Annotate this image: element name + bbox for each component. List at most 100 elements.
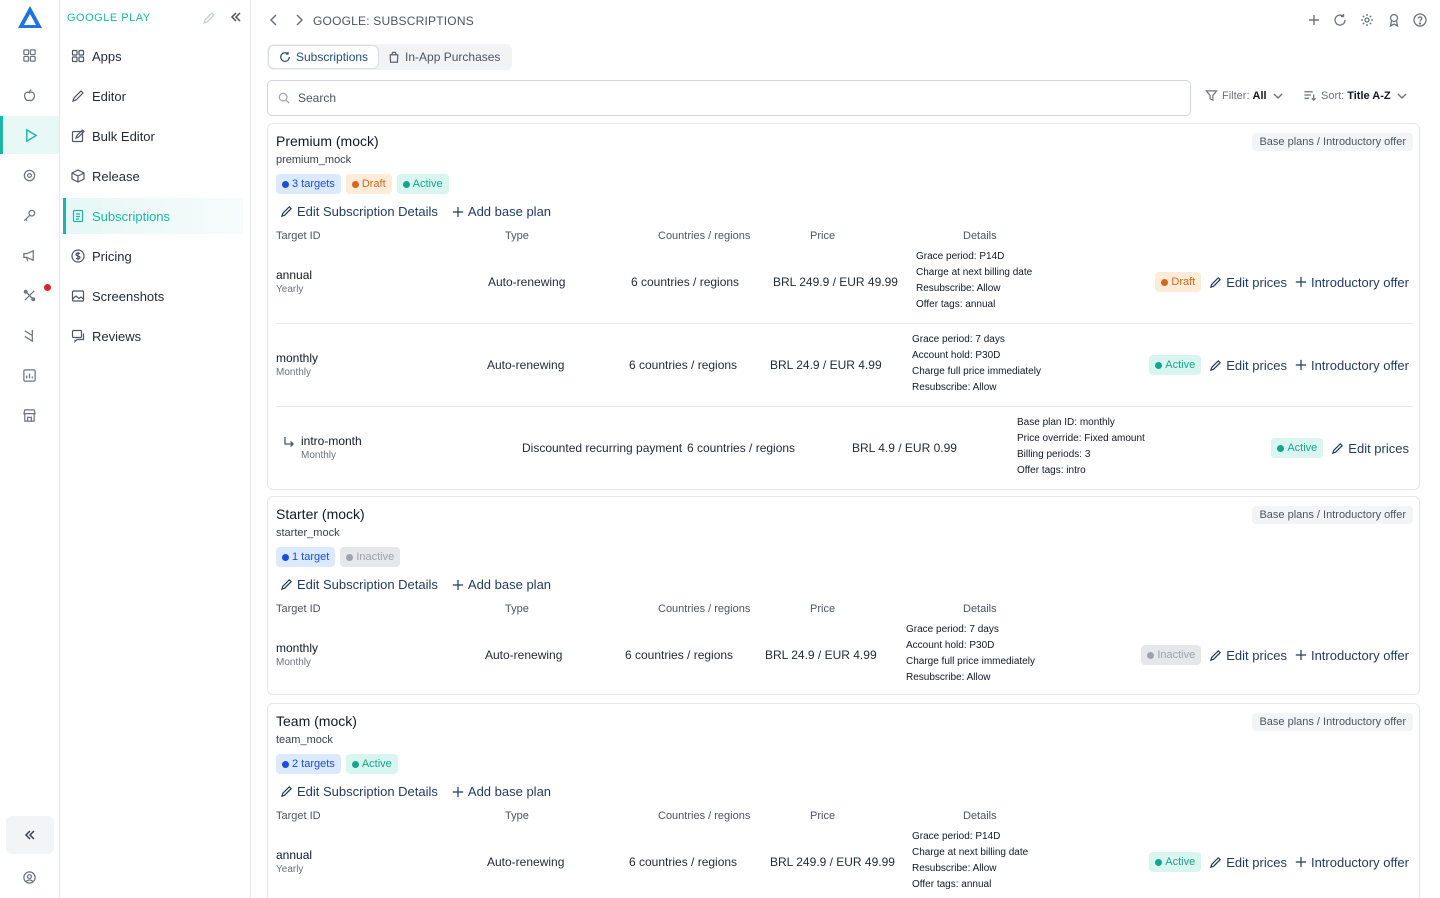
subscription-id: premium_mock bbox=[276, 154, 352, 166]
status-badge: Active bbox=[396, 174, 449, 194]
dollar-icon bbox=[71, 249, 85, 263]
tab-bar: Subscriptions In-App Purchases bbox=[267, 44, 513, 70]
search-input[interactable] bbox=[298, 91, 1148, 105]
sidebar-item-subscriptions[interactable]: Subscriptions bbox=[63, 198, 243, 234]
rail-tools-icon[interactable] bbox=[0, 276, 59, 314]
edit-prices-button[interactable]: Edit prices bbox=[1209, 648, 1287, 663]
subscription-title: Team (mock) bbox=[276, 713, 357, 729]
table-row: annual Yearly Auto-renewing 6 countries … bbox=[276, 824, 1413, 898]
edit-subscription-details-button[interactable]: Edit Subscription Details bbox=[280, 204, 438, 219]
plus-icon[interactable] bbox=[1307, 13, 1321, 27]
tab-subscriptions[interactable]: Subscriptions bbox=[269, 46, 379, 68]
target-id: intro-month bbox=[301, 434, 362, 448]
edit-prices-button[interactable]: Edit prices bbox=[1209, 275, 1287, 290]
tab-label: In-App Purchases bbox=[405, 50, 501, 64]
help-icon[interactable] bbox=[1413, 13, 1427, 27]
table-header: Target ID Type Countries / regions Price… bbox=[268, 603, 1419, 617]
sort-dropdown[interactable]: Sort: Title A-Z bbox=[1303, 89, 1408, 102]
table-header: Target ID Type Countries / regions Price… bbox=[268, 810, 1419, 824]
award-icon[interactable] bbox=[1387, 13, 1401, 27]
base-plans-link[interactable]: Base plans / Introductory offer bbox=[1252, 506, 1413, 524]
sidebar-item-label: Reviews bbox=[92, 328, 142, 344]
introductory-offer-button[interactable]: Introductory offer bbox=[1295, 855, 1409, 870]
refresh-icon bbox=[280, 51, 290, 62]
rail-key-icon[interactable] bbox=[0, 196, 59, 234]
sidebar-item-pricing[interactable]: Pricing bbox=[63, 238, 243, 274]
breadcrumb: GOOGLE: SUBSCRIPTIONS bbox=[313, 14, 474, 28]
sidebar-item-label: Apps bbox=[92, 48, 122, 64]
cube-icon bbox=[71, 169, 85, 183]
account-icon[interactable] bbox=[0, 858, 59, 896]
sidebar-item-bulk-editor[interactable]: Bulk Editor bbox=[63, 118, 243, 154]
gear-icon[interactable] bbox=[1360, 13, 1374, 27]
plan-details: Base plan ID: monthly Price override: Fix… bbox=[1017, 417, 1145, 476]
column-header: Countries / regions bbox=[658, 603, 751, 615]
forward-chevron-icon[interactable] bbox=[294, 13, 304, 27]
plan-details: Grace period: 7 days Account hold: P30D Ch… bbox=[906, 624, 1035, 683]
column-header: Countries / regions bbox=[658, 810, 751, 822]
pencil-icon bbox=[280, 786, 292, 798]
app-logo[interactable] bbox=[17, 5, 43, 29]
chevron-down-icon bbox=[1397, 93, 1407, 99]
add-base-plan-button[interactable]: Add base plan bbox=[452, 784, 551, 799]
tab-in-app-purchases[interactable]: In-App Purchases bbox=[378, 46, 510, 68]
billing-period: Monthly bbox=[276, 367, 312, 378]
introductory-offer-button[interactable]: Introductory offer bbox=[1295, 648, 1409, 663]
collapse-sidebar-icon[interactable] bbox=[229, 10, 243, 24]
sidebar-item-label: Release bbox=[92, 168, 140, 184]
status-badge: Active bbox=[1271, 438, 1324, 458]
sidebar-item-reviews[interactable]: Reviews bbox=[63, 318, 243, 354]
base-plans-link[interactable]: Base plans / Introductory offer bbox=[1252, 133, 1413, 151]
rail-dashboard-icon[interactable] bbox=[0, 36, 59, 74]
rail-code-icon[interactable] bbox=[0, 316, 59, 354]
status-badge: Inactive bbox=[340, 547, 401, 567]
rail-target-icon[interactable] bbox=[0, 156, 59, 194]
edit-subscription-details-button[interactable]: Edit Subscription Details bbox=[280, 577, 438, 592]
sub-arrow-icon bbox=[284, 437, 294, 447]
add-base-plan-button[interactable]: Add base plan bbox=[452, 204, 551, 219]
sidebar-item-screenshots[interactable]: Screenshots bbox=[63, 278, 243, 314]
sidebar-item-editor[interactable]: Editor bbox=[63, 78, 243, 114]
edit-prices-button[interactable]: Edit prices bbox=[1209, 358, 1287, 373]
edit-prices-button[interactable]: Edit prices bbox=[1331, 441, 1409, 456]
sidebar-item-release[interactable]: Release bbox=[63, 158, 243, 194]
chevron-down-icon bbox=[1273, 93, 1283, 99]
introductory-offer-button[interactable]: Introductory offer bbox=[1295, 358, 1409, 373]
introductory-offer-button[interactable]: Introductory offer bbox=[1295, 275, 1409, 290]
sidebar-item-apps[interactable]: Apps bbox=[63, 38, 243, 74]
rail-store-icon[interactable] bbox=[0, 396, 59, 434]
rail-megaphone-icon[interactable] bbox=[0, 236, 59, 274]
targets-badge: 2 targets bbox=[276, 754, 341, 774]
plan-type: Auto-renewing bbox=[487, 855, 565, 869]
filter-value: All bbox=[1252, 89, 1267, 102]
pencil-icon bbox=[280, 579, 292, 591]
rail-google-play-icon[interactable] bbox=[0, 116, 59, 154]
table-header: Target ID Type Countries / regions Price… bbox=[268, 230, 1419, 244]
countries: 6 countries / regions bbox=[629, 358, 738, 372]
icon-rail bbox=[0, 0, 60, 898]
rail-analytics-icon[interactable] bbox=[0, 356, 59, 394]
rail-apple-icon[interactable] bbox=[0, 76, 59, 114]
filter-label: Filter: bbox=[1222, 89, 1250, 102]
back-chevron-icon[interactable] bbox=[269, 13, 279, 27]
price: BRL 24.9 / EUR 4.99 bbox=[765, 648, 877, 662]
target-id: annual bbox=[276, 848, 313, 862]
subscription-card: Team (mock) team_mock Base plans / Intro… bbox=[267, 703, 1420, 898]
edit-pencil-icon[interactable] bbox=[202, 11, 216, 25]
edit-prices-button[interactable]: Edit prices bbox=[1209, 855, 1287, 870]
refresh-icon[interactable] bbox=[1333, 13, 1347, 27]
filter-dropdown[interactable]: Filter: All bbox=[1205, 89, 1284, 102]
search-icon bbox=[278, 92, 290, 104]
collapse-rail-button[interactable] bbox=[6, 816, 54, 854]
add-base-plan-button[interactable]: Add base plan bbox=[452, 577, 551, 592]
subscription-id: team_mock bbox=[276, 734, 333, 746]
top-bar: GOOGLE: SUBSCRIPTIONS bbox=[251, 0, 1440, 42]
pencil-icon bbox=[280, 206, 292, 218]
edit-subscription-details-button[interactable]: Edit Subscription Details bbox=[280, 784, 438, 799]
base-plans-link[interactable]: Base plans / Introductory offer bbox=[1252, 713, 1413, 731]
sidebar-item-label: Screenshots bbox=[92, 288, 165, 304]
status-badge: Active bbox=[1149, 852, 1202, 872]
sidebar-item-label: Bulk Editor bbox=[92, 128, 155, 144]
table-row: monthly Monthly Auto-renewing 6 countrie… bbox=[276, 617, 1413, 695]
countries: 6 countries / regions bbox=[687, 441, 796, 455]
